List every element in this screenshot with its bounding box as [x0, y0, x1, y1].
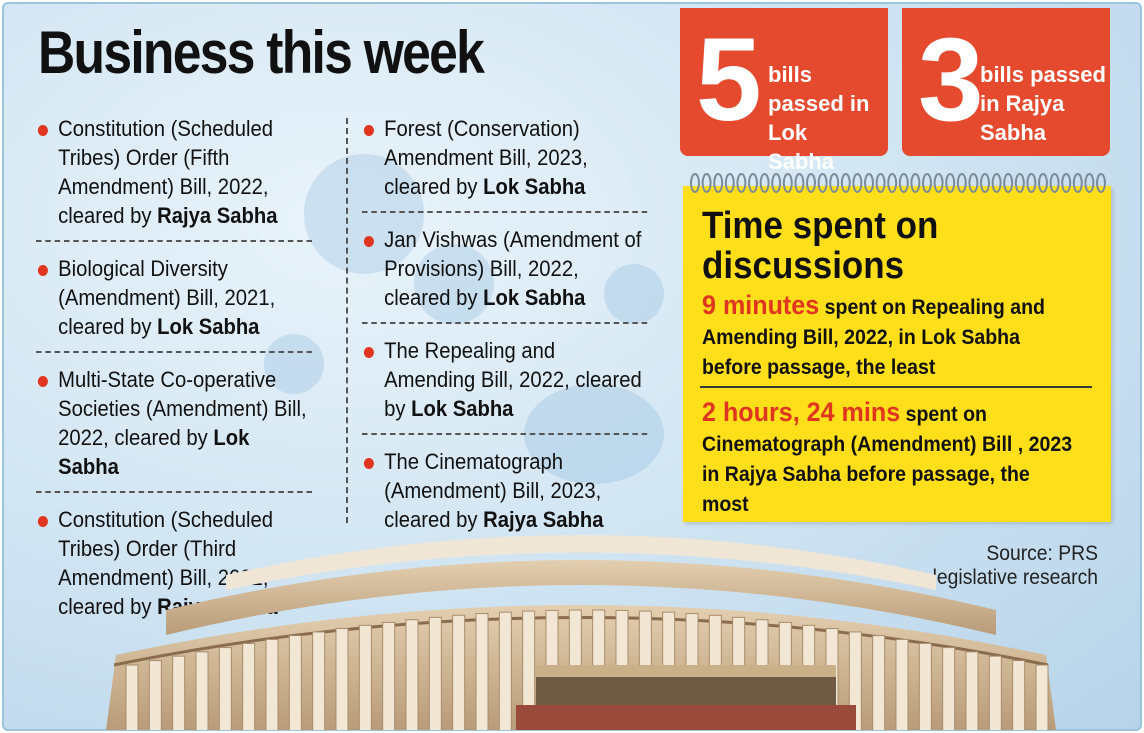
notepad-spiral-icon — [690, 173, 1106, 193]
bullet-dot-icon — [363, 458, 374, 469]
bill-house: Lok Sabha — [157, 314, 260, 339]
bill-house: Lok Sabha — [411, 396, 514, 421]
source-credit: Source: PRS legislative research — [932, 542, 1098, 589]
fact-most-time: 2 hours, 24 mins spent on Cinematograph … — [702, 397, 1074, 520]
bill-text: The Repealing and Amending Bill, 2022, c… — [384, 338, 642, 421]
fact-duration: 9 minutes — [702, 290, 820, 320]
list-item: Jan Vishwas (Amendment of Provisions) Bi… — [362, 221, 648, 324]
column-divider — [346, 118, 348, 523]
bill-house: Lok Sabha — [483, 285, 586, 310]
list-item: The Cinematograph (Amendment) Bill, 2023… — [362, 443, 647, 544]
parliament-building-illustration — [106, 535, 1056, 730]
bill-text: Biological Diversity (Amendment) Bill, 2… — [58, 256, 276, 339]
bill-text: Constitution (Scheduled Tribes) Order (F… — [58, 116, 273, 228]
bill-text: Forest (Conservation) Amendment Bill, 20… — [384, 116, 588, 199]
bullet-dot-icon — [363, 347, 374, 358]
bill-house: Rajya Sabha — [483, 507, 604, 532]
list-item: Multi-State Co-operative Societies (Amen… — [36, 361, 312, 493]
list-item: Biological Diversity (Amendment) Bill, 2… — [36, 250, 312, 353]
headline: Business this week — [38, 19, 485, 86]
fact-divider — [700, 386, 1092, 388]
time-spent-notepad — [683, 186, 1111, 522]
fact-least-time: 9 minutes spent on Repealing and Amendin… — [702, 290, 1074, 383]
bullet-dot-icon — [37, 125, 48, 136]
time-spent-title: Time spent on discussions — [702, 205, 939, 287]
list-item: Constitution (Scheduled Tribes) Order (F… — [36, 110, 312, 242]
stat-label: bills passed in Rajya Sabha — [980, 62, 1106, 145]
stat-box-rajya-sabha: 3 bills passed in Rajya Sabha — [902, 8, 1110, 156]
bullet-dot-icon — [37, 265, 48, 276]
bill-house: Lok Sabha — [58, 425, 250, 479]
bullet-dot-icon — [363, 125, 374, 136]
bill-text: The Cinematograph (Amendment) Bill, 2023… — [384, 449, 602, 532]
bill-text: Jan Vishwas (Amendment of Provisions) Bi… — [384, 227, 642, 310]
stat-number: 3 — [918, 14, 984, 146]
stat-label: bills passed in Lok Sabha — [768, 62, 870, 174]
bullet-dot-icon — [37, 516, 48, 527]
fact-text: spent on Cinematograph (Amendment) Bill … — [702, 403, 1073, 516]
stat-box-lok-sabha: 5 bills passed in Lok Sabha — [680, 8, 888, 174]
fact-duration: 2 hours, 24 mins — [702, 397, 901, 427]
bills-list-right: Forest (Conservation) Amendment Bill, 20… — [362, 110, 672, 552]
list-item: Forest (Conservation) Amendment Bill, 20… — [362, 110, 648, 213]
bullet-dot-icon — [37, 376, 48, 387]
stat-number: 5 — [696, 14, 762, 146]
list-item: The Repealing and Amending Bill, 2022, c… — [362, 332, 648, 435]
fact-text: spent on Repealing and Amending Bill, 20… — [702, 296, 1045, 379]
bill-text: Multi-State Co-operative Societies (Amen… — [58, 367, 307, 450]
bills-list-left: Constitution (Scheduled Tribes) Order (F… — [36, 110, 336, 639]
bill-house: Rajya Sabha — [157, 203, 278, 228]
bullet-dot-icon — [363, 236, 374, 247]
bill-house: Lok Sabha — [483, 174, 586, 199]
